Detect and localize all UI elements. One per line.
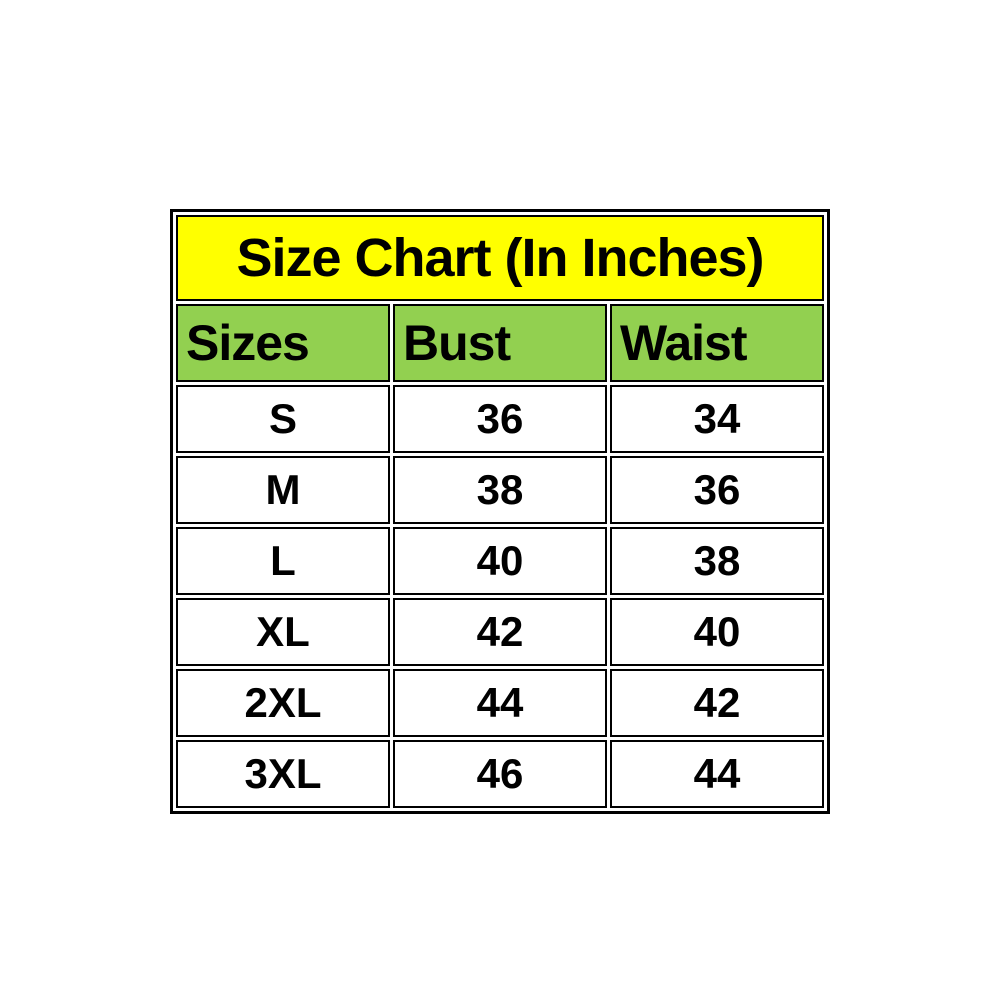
waist-cell: 42 — [610, 669, 824, 737]
size-cell: 2XL — [176, 669, 390, 737]
header-row: Sizes Bust Waist — [176, 304, 824, 382]
table-row: 3XL 46 44 — [176, 740, 824, 808]
bust-cell: 36 — [393, 385, 607, 453]
bust-cell: 44 — [393, 669, 607, 737]
waist-cell: 34 — [610, 385, 824, 453]
bust-cell: 40 — [393, 527, 607, 595]
table-row: 2XL 44 42 — [176, 669, 824, 737]
title-row: Size Chart (In Inches) — [176, 215, 824, 301]
waist-cell: 44 — [610, 740, 824, 808]
waist-cell: 40 — [610, 598, 824, 666]
table-row: M 38 36 — [176, 456, 824, 524]
size-chart-title: Size Chart (In Inches) — [176, 215, 824, 301]
size-cell: XL — [176, 598, 390, 666]
bust-cell: 46 — [393, 740, 607, 808]
table-row: L 40 38 — [176, 527, 824, 595]
size-cell: M — [176, 456, 390, 524]
waist-cell: 36 — [610, 456, 824, 524]
waist-cell: 38 — [610, 527, 824, 595]
size-chart-table-container: Size Chart (In Inches) Sizes Bust Waist … — [170, 209, 830, 814]
bust-cell: 38 — [393, 456, 607, 524]
size-chart-table: Size Chart (In Inches) Sizes Bust Waist … — [170, 209, 830, 814]
size-cell: 3XL — [176, 740, 390, 808]
column-header-bust: Bust — [393, 304, 607, 382]
column-header-waist: Waist — [610, 304, 824, 382]
size-cell: L — [176, 527, 390, 595]
table-row: S 36 34 — [176, 385, 824, 453]
bust-cell: 42 — [393, 598, 607, 666]
size-cell: S — [176, 385, 390, 453]
table-row: XL 42 40 — [176, 598, 824, 666]
column-header-sizes: Sizes — [176, 304, 390, 382]
